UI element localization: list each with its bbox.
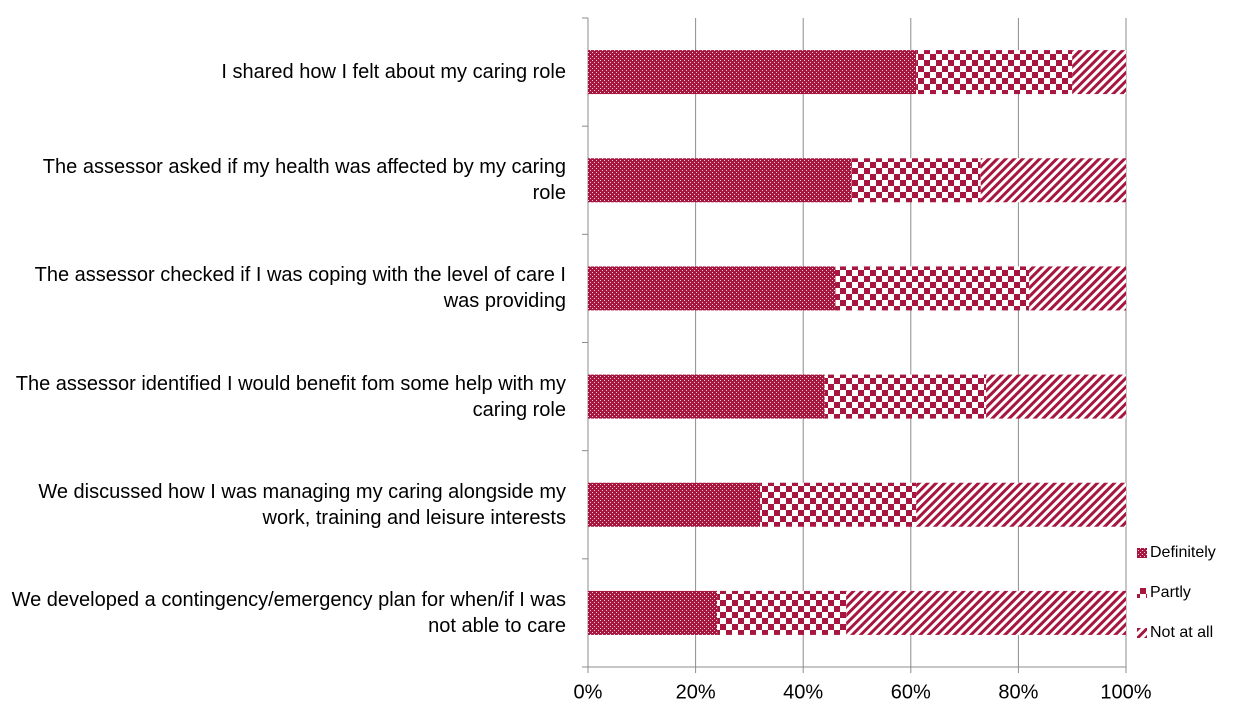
x-tick-label: 20% <box>676 681 716 703</box>
legend-label: Definitely <box>1150 544 1216 561</box>
bar-segment <box>835 266 1030 311</box>
legend-marker <box>1137 548 1147 558</box>
legend-label: Partly <box>1150 584 1191 601</box>
bar-segment <box>846 590 1126 635</box>
bar-segment <box>760 482 917 527</box>
bar-segment <box>588 590 718 635</box>
bar-segment <box>588 50 917 95</box>
bar-segment <box>588 482 761 527</box>
bar-segment <box>916 482 1126 527</box>
bar-segment <box>980 158 1126 203</box>
bar-segment <box>916 50 1073 95</box>
bar-segment <box>851 158 981 203</box>
legend-marker <box>1137 628 1147 638</box>
x-tick-label: 60% <box>891 681 931 703</box>
x-tick-label: 100% <box>1100 681 1151 703</box>
bar-segment <box>1072 50 1126 95</box>
bar-segment <box>717 590 847 635</box>
bar-segment <box>1029 266 1126 311</box>
x-tick-label: 80% <box>998 681 1038 703</box>
bar-segment <box>588 374 825 419</box>
bar-segment <box>588 158 852 203</box>
x-tick-label: 40% <box>783 681 823 703</box>
legend-marker <box>1137 588 1147 598</box>
bar-segment <box>588 266 836 311</box>
bar-segment <box>986 374 1126 419</box>
bar-segment <box>824 374 987 419</box>
x-tick-label: 0% <box>574 681 603 703</box>
legend-label: Not at all <box>1150 624 1213 641</box>
